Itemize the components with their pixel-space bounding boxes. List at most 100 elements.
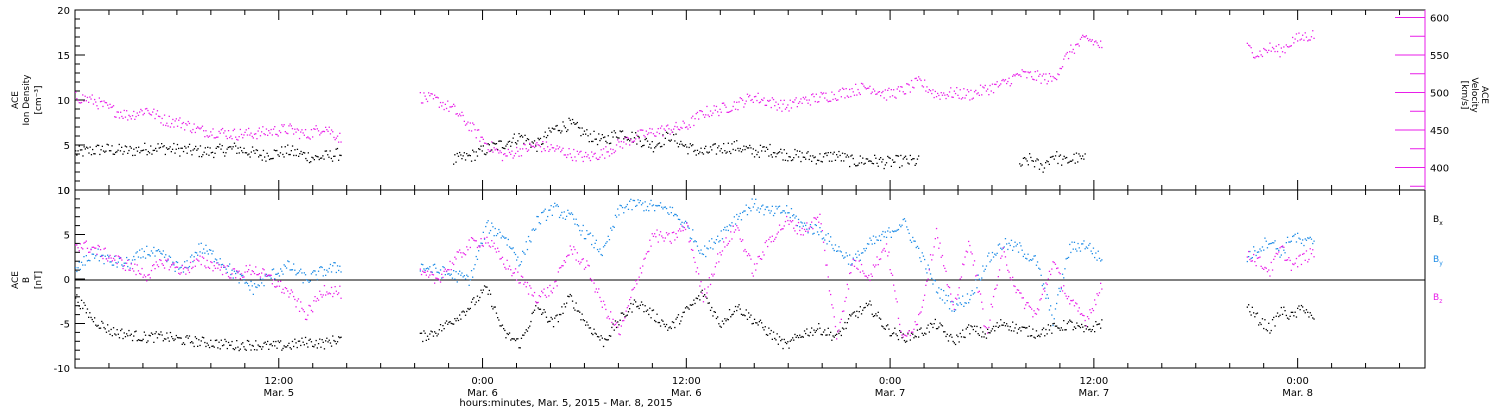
density-point	[1058, 155, 1060, 157]
bz-point	[832, 307, 834, 309]
bx-point	[933, 323, 935, 325]
density-point	[493, 142, 495, 145]
velocity-point	[271, 134, 273, 136]
by-point	[814, 224, 816, 226]
by-point	[623, 212, 625, 214]
velocity-point	[181, 122, 183, 125]
bz-point	[248, 269, 250, 271]
velocity-point	[913, 87, 915, 89]
density-point	[1084, 153, 1086, 155]
velocity-point	[1032, 78, 1034, 80]
by-point	[450, 273, 452, 275]
by-point	[558, 216, 561, 219]
density-point	[615, 136, 618, 138]
velocity-point	[517, 150, 519, 152]
bx-point	[965, 328, 967, 330]
bx-point	[739, 308, 741, 310]
velocity-point	[1056, 78, 1058, 81]
velocity-point	[713, 105, 715, 107]
velocity-point	[316, 128, 318, 130]
bz-point	[862, 270, 864, 272]
density-point	[679, 143, 681, 145]
bz-point	[1046, 283, 1048, 286]
bx-point	[642, 304, 644, 306]
velocity-point	[896, 88, 898, 90]
density-point	[127, 152, 129, 154]
bz-point	[220, 266, 222, 268]
velocity-point	[998, 84, 1001, 87]
velocity-point	[527, 149, 530, 151]
by-point	[1053, 318, 1055, 320]
velocity-point	[167, 125, 169, 127]
velocity-point	[915, 77, 917, 79]
bx-point	[1250, 314, 1252, 316]
velocity-point	[574, 156, 576, 158]
velocity-point	[582, 160, 584, 163]
density-point	[645, 137, 647, 140]
density-point	[164, 153, 166, 156]
bz-point	[210, 261, 212, 263]
bx-point	[686, 306, 688, 308]
bx-point	[152, 333, 154, 335]
by-point	[992, 256, 995, 258]
bz-point	[939, 242, 941, 244]
bx-point	[648, 313, 650, 316]
velocity-point	[519, 148, 521, 150]
by-point	[544, 208, 546, 210]
bx-point	[249, 343, 251, 346]
density-point	[165, 147, 168, 149]
by-point	[270, 277, 272, 279]
bx-point	[1309, 312, 1311, 314]
bz-point	[849, 272, 851, 275]
by-point	[118, 257, 121, 260]
bx-point	[907, 333, 909, 335]
by-point	[76, 270, 78, 273]
bx-point	[143, 331, 145, 333]
by-point	[577, 225, 580, 227]
bx-point	[468, 308, 470, 311]
bx-point	[1038, 334, 1040, 336]
velocity-point	[882, 90, 884, 93]
velocity-point	[420, 102, 423, 104]
bz-point	[583, 268, 586, 270]
density-point	[118, 143, 120, 146]
by-point	[339, 265, 341, 267]
bz-point	[96, 253, 98, 255]
velocity-point	[778, 107, 781, 109]
bx-point	[90, 316, 92, 319]
by-point	[514, 253, 517, 256]
density-point	[903, 156, 906, 159]
by-point	[255, 286, 257, 288]
velocity-point	[233, 128, 236, 130]
velocity-point	[661, 125, 663, 127]
density-point	[750, 147, 752, 149]
velocity-point	[838, 90, 840, 92]
bx-point	[1276, 312, 1279, 314]
bx-point	[1044, 335, 1046, 337]
by-point	[338, 269, 340, 272]
bz-point	[940, 256, 942, 258]
bx-point	[133, 335, 135, 337]
velocity-point	[460, 115, 462, 117]
velocity-point	[91, 94, 93, 96]
by-point	[708, 240, 710, 242]
bx-point	[269, 343, 271, 346]
bz-point	[307, 314, 309, 316]
bx-point	[517, 338, 519, 340]
velocity-point	[795, 97, 797, 99]
bz-point	[588, 265, 590, 267]
bx-point	[941, 325, 944, 327]
velocity-point	[755, 95, 757, 98]
bz-point	[545, 296, 548, 298]
velocity-point	[1073, 52, 1076, 54]
velocity-point	[236, 138, 238, 141]
bx-point	[801, 335, 803, 338]
by-point	[518, 265, 520, 267]
bx-point	[508, 332, 511, 334]
bz-point	[938, 247, 940, 249]
bz-point	[828, 290, 831, 292]
bz-point	[237, 272, 239, 274]
velocity-point	[822, 92, 825, 94]
density-point	[130, 147, 132, 149]
density-point	[912, 158, 914, 160]
